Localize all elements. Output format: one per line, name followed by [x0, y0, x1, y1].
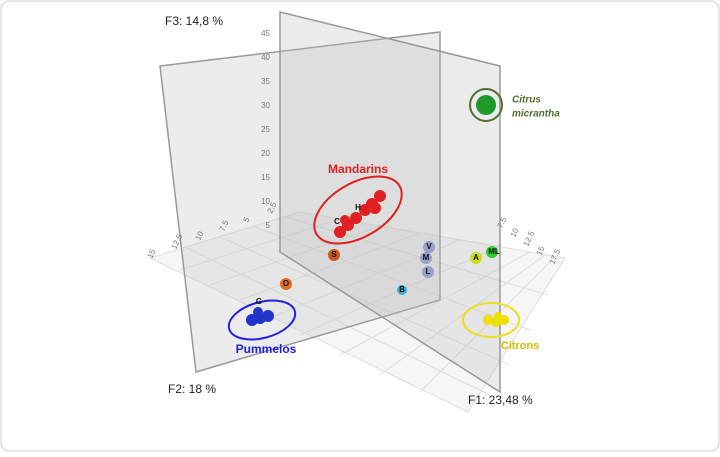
- micrantha-point: [476, 95, 496, 115]
- group-outline: [313, 175, 403, 245]
- point-label: C: [334, 217, 340, 226]
- group-label: Citrus: [512, 95, 541, 106]
- plane-f2: [159, 31, 441, 373]
- tick-label: 7.5: [218, 218, 231, 232]
- group-label: Pummelos: [236, 342, 297, 356]
- point-label: S: [331, 250, 337, 259]
- tick-label: 25: [261, 125, 270, 134]
- tick-label: 15: [261, 173, 270, 182]
- tick-label: 15: [535, 244, 547, 256]
- single-points: [280, 241, 498, 295]
- axis-label: F3: 14,8 %: [165, 14, 223, 28]
- tick-label: 40: [261, 53, 270, 62]
- tick-label: 5: [266, 221, 271, 230]
- group-label: micrantha: [512, 109, 560, 120]
- tick-label: 7.5: [496, 215, 509, 229]
- tick-label: 35: [261, 77, 270, 86]
- tick-label: 30: [261, 101, 270, 110]
- mandarin-points: [334, 190, 386, 238]
- point-label: A: [473, 253, 479, 262]
- tick-label: 20: [261, 149, 270, 158]
- pummelo-points: [246, 307, 274, 326]
- tick-label: 10: [509, 226, 521, 238]
- point-label: ML: [488, 247, 500, 256]
- group-label: Mandarins: [328, 162, 388, 176]
- axis-label: F1: 23,48 %: [468, 393, 533, 407]
- point-label: M: [423, 253, 430, 262]
- group-outline: [227, 299, 297, 341]
- citron-points: [483, 312, 509, 327]
- point-label: H: [355, 203, 361, 212]
- axis-label: F2: 18 %: [168, 382, 216, 396]
- point-label: V: [426, 242, 432, 251]
- point-label: L: [426, 267, 431, 276]
- group-outline: [462, 302, 520, 338]
- tick-label: 45: [261, 29, 270, 38]
- group-label: Citrons: [501, 340, 540, 352]
- plane-f1: [279, 11, 501, 394]
- group-outline: [469, 88, 503, 122]
- point-label: G: [256, 297, 262, 306]
- tick-label: 2.5: [266, 200, 279, 214]
- tick-label: 5: [242, 215, 252, 223]
- tick-label: 10: [194, 229, 206, 241]
- point-label: O: [283, 279, 289, 288]
- floor: [148, 211, 566, 413]
- tick-label: 10: [261, 197, 270, 206]
- point-label: B: [399, 285, 405, 294]
- tick-label: 15: [146, 247, 158, 259]
